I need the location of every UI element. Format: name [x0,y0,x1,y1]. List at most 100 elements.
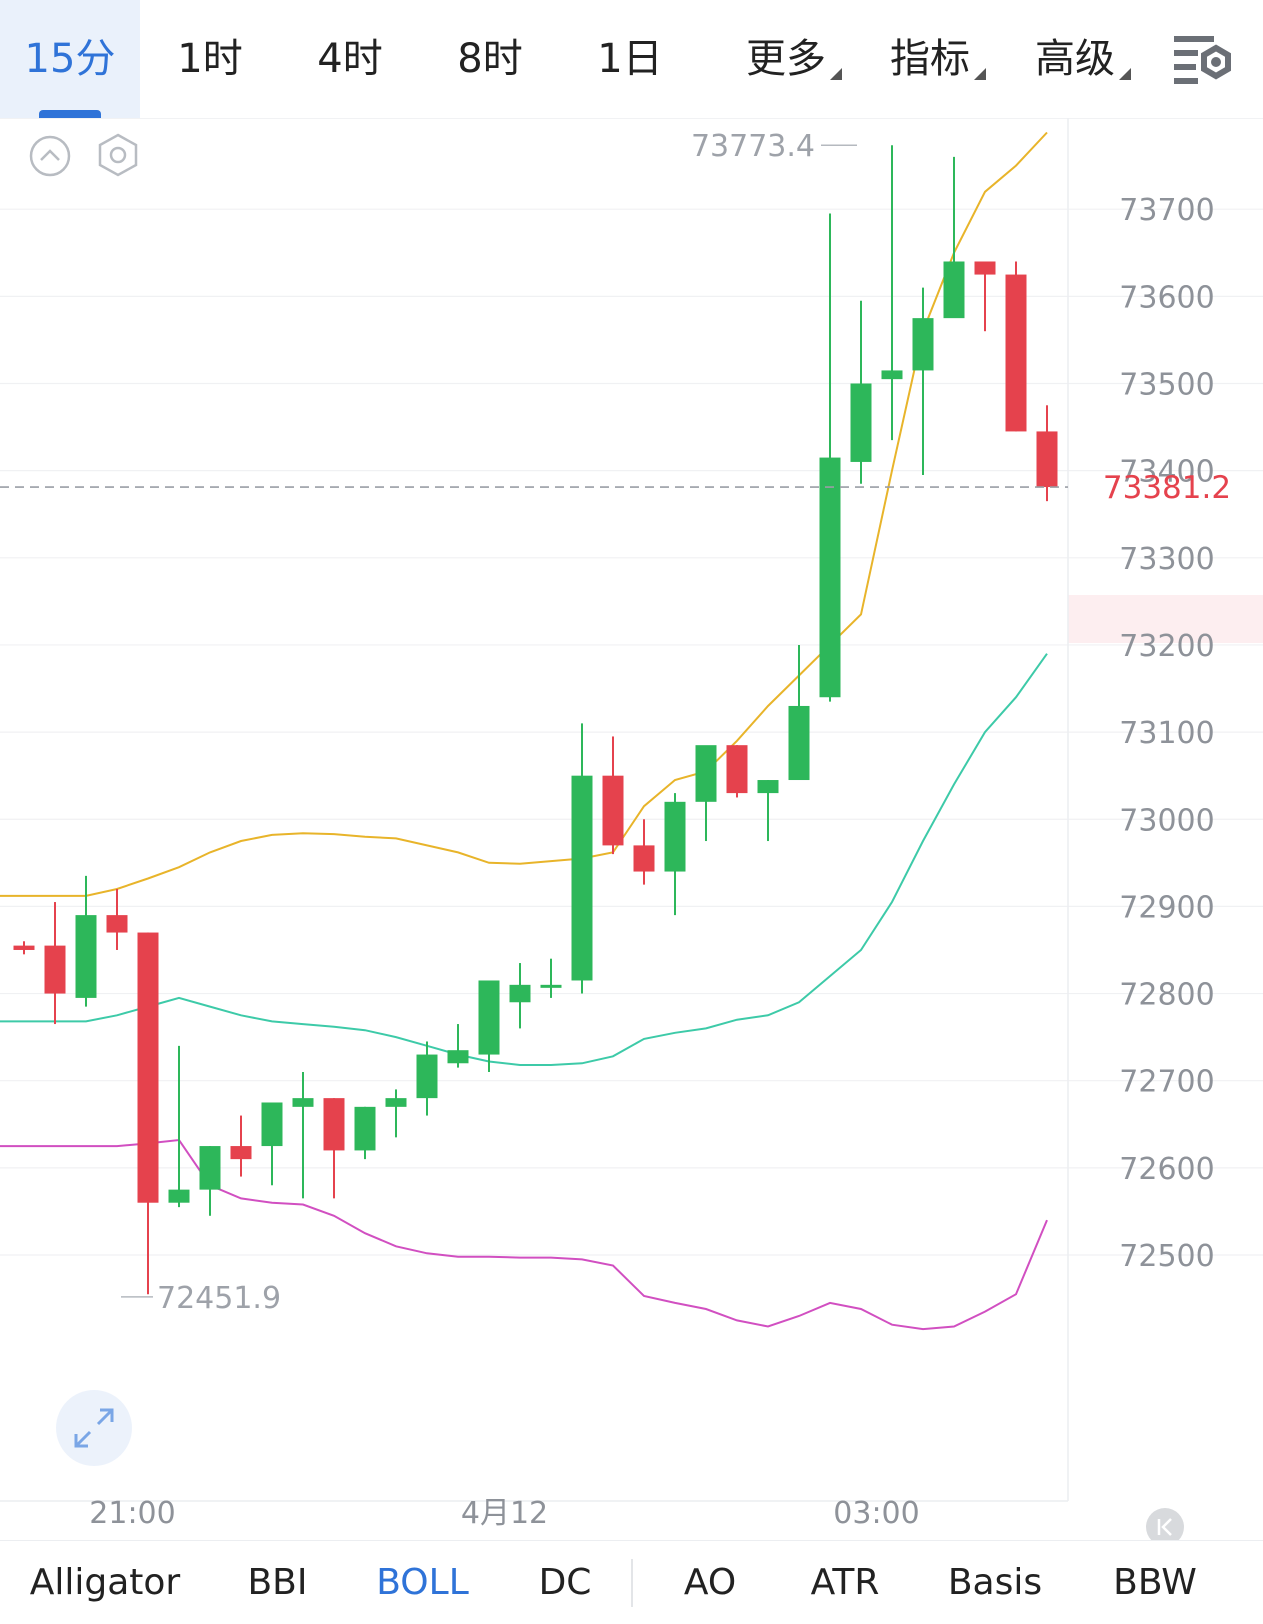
indicator-group-divider [631,1559,633,1607]
candles [13,145,1058,1295]
candle [13,941,35,955]
candlestick-chart[interactable]: 72500 72600 72700 72800 72900 73000 73100 73200… [0,118,1263,1540]
candle [1036,405,1058,502]
candle [199,1146,221,1216]
more-dropdown-label: 更多 [746,36,826,82]
candle-body [1036,431,1058,488]
active-tab-indicator [39,110,101,118]
candle [354,1106,376,1160]
chevron-up-circle-icon [29,135,71,177]
indicator-tab-label: BOLL [376,1562,469,1603]
candle [261,1102,283,1186]
advanced-dropdown-label: 高级 [1035,36,1115,82]
indicator-tab-label: AO [683,1562,737,1603]
expand-arrows-icon [74,1408,114,1448]
indicator-tab-dc[interactable]: DC [515,1541,615,1624]
period-tab-label: 15分 [24,36,116,82]
indicator-tab-bbw[interactable]: BBW [1090,1541,1220,1624]
candle [819,213,841,702]
candle [447,1024,469,1068]
indicator-tab-atr[interactable]: ATR [790,1541,900,1624]
candle-body [44,945,66,994]
price-tick-label: 73600 [1119,280,1214,315]
candle-body [230,1146,252,1160]
price-tick-label: 73500 [1119,368,1214,403]
boll-upper-line [0,131,1048,897]
period-tab-4h[interactable]: 4时 [280,0,420,118]
candle-body [788,705,810,781]
period-tab-8h[interactable]: 8时 [420,0,560,118]
candle [1005,261,1027,432]
candle-body [602,775,624,846]
fullscreen-button[interactable] [56,1390,132,1466]
indicator-tab-boll[interactable]: BOLL [360,1541,485,1624]
candle-body [75,915,97,998]
candle [912,287,934,476]
price-grid [0,208,1263,1256]
current-price-highlight [1068,595,1263,643]
price-tick-label: 73700 [1119,193,1214,228]
chart-settings-button[interactable] [1172,32,1232,88]
candle-body [137,932,159,1203]
time-tick-label: 21:00 [89,1496,175,1531]
collapse-toolbar-button[interactable] [28,134,72,178]
candle [292,1071,314,1199]
indicator-tab-alligator[interactable]: Alligator [10,1541,200,1624]
boll-bands [0,131,1048,1331]
period-tab-1h[interactable]: 1时 [140,0,280,118]
candle [788,644,810,781]
indicator-settings-button[interactable] [95,132,141,178]
candle [695,745,717,842]
candle-body [416,1054,438,1099]
indicator-tab-label: BBI [247,1562,308,1603]
candle-body [354,1106,376,1151]
max-price-label: 73773.4 [691,129,815,164]
dropdown-corner-icon [974,68,986,80]
time-tick-label: 4月12 [461,1496,548,1531]
price-tick-label: 73000 [1119,803,1214,838]
min-price-label: 72451.9 [157,1281,281,1316]
indicator-tab-ao[interactable]: AO [660,1541,760,1624]
candle-body [881,370,903,380]
candle-body [819,457,841,698]
period-toolbar: 15分 1时 4时 8时 1日 更多 指标 高级 [0,0,1263,119]
candle-body [168,1189,190,1203]
candle-body [292,1098,314,1107]
scroll-to-latest-icon [1157,1518,1172,1536]
dropdown-corner-icon [830,68,842,80]
candle [633,819,655,885]
period-tab-15m[interactable]: 15分 [0,0,140,118]
advanced-dropdown[interactable]: 高级 [1035,0,1131,118]
period-tab-1d[interactable]: 1日 [560,0,700,118]
candle [943,156,965,319]
candle-body [943,261,965,319]
more-dropdown[interactable]: 更多 [746,0,842,118]
period-tab-label: 4时 [317,36,383,82]
candle-body [199,1146,221,1190]
time-tick-label: 03:00 [833,1496,919,1531]
candle-body [509,984,531,1003]
candle [602,736,624,855]
indicator-dropdown[interactable]: 指标 [890,0,986,118]
period-tab-label: 1时 [177,36,243,82]
indicator-tab-bbi[interactable]: BBI [220,1541,335,1624]
candle [106,888,128,950]
chart-settings-icon [1174,36,1231,84]
scroll-to-latest-button[interactable] [1146,1508,1184,1546]
candle [230,1115,252,1177]
indicator-tab-label: ATR [810,1562,880,1603]
candle-body [261,1102,283,1147]
price-tick-label: 72600 [1119,1152,1214,1187]
indicator-tab-basis[interactable]: Basis [930,1541,1060,1624]
candle [168,1045,190,1208]
candle [478,980,500,1072]
indicator-toolbar: Alligator BBI BOLL DC AO ATR Basis BBW [0,1540,1263,1624]
candle [757,780,779,842]
boll-lower-line [0,1138,1048,1331]
price-tick-label: 72700 [1119,1065,1214,1100]
candle [416,1041,438,1116]
price-tick-label: 72500 [1119,1239,1214,1274]
candle [850,300,872,484]
candle-body [974,261,996,275]
candle [385,1089,407,1138]
